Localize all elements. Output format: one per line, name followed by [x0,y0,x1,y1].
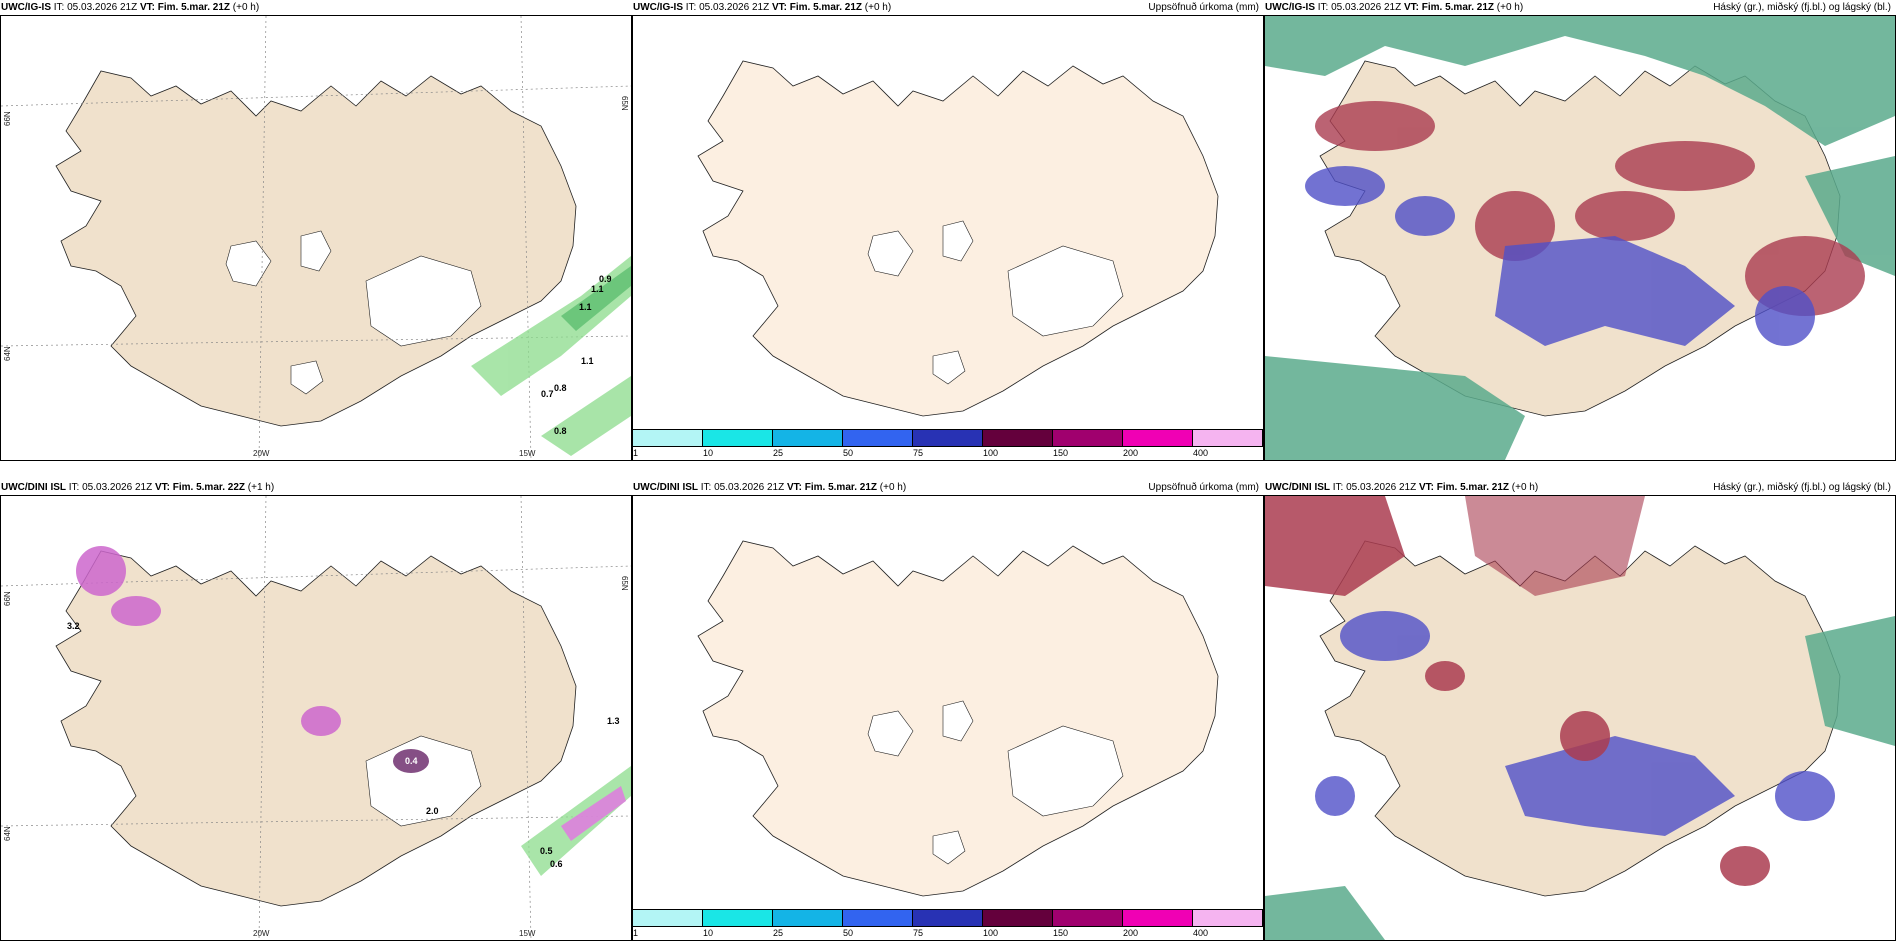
colorbar [633,909,1263,927]
colorbar-seg [983,910,1053,926]
panel-title: Háský (gr.), miðský (fj.bl.) og lágský (… [1713,2,1891,13]
panel-title: Háský (gr.), miðský (fj.bl.) og lágský (… [1713,482,1891,493]
lon-label-20w: 20W [253,929,270,938]
lon-label-15w: 15W [519,929,536,938]
colorbar-seg [633,430,703,446]
colorbar-seg [773,430,843,446]
lat-label-66n: 66N [3,591,12,606]
value-label: 0.9 [599,274,612,284]
panel-header: UWC/IG-IS IT: 05.03.2026 21Z VT: Fim. 5.… [1,2,260,13]
colorbar-seg [633,910,703,926]
lat-label-64n: 64N [3,346,12,361]
panel-title: Uppsöfnuð úrkoma (mm) [1148,2,1259,13]
precip-map [697,540,1219,897]
mid-clouds [1425,661,1770,886]
lat-label-65n: 65N [620,576,629,591]
colorbar-labels: 1 10 25 50 75 100 150 200 400 [633,928,1209,938]
colorbar-seg [843,430,913,446]
precip-patches [76,546,631,876]
mid-clouds [1315,101,1865,316]
wind-map [1,16,631,460]
lon-label-15w: 15W [519,449,536,458]
cloud-map [1265,496,1895,940]
panel-header: UWC/DINI ISL IT: 05.03.2026 21Z VT: Fim.… [1265,482,1539,493]
colorbar-seg [1053,910,1123,926]
panel-precip-igis: UWC/IG-IS IT: 05.03.2026 21Z VT: Fim. 5.… [632,2,1264,461]
panel-precip-dini: UWC/DINI ISL IT: 05.03.2026 21Z VT: Fim.… [632,482,1264,941]
colorbar-seg [773,910,843,926]
panel-clouds-igis: UWC/IG-IS IT: 05.03.2026 21Z VT: Fim. 5.… [1264,2,1896,461]
colorbar-seg [1193,910,1263,926]
lat-label-66n: 66N [3,111,12,126]
map-area[interactable] [1265,16,1895,460]
value-label: 1.1 [591,284,604,294]
colorbar-seg [703,430,773,446]
colorbar-labels: 1 10 25 50 75 100 150 200 400 [633,448,1209,458]
map-area[interactable]: 66N 64N 65N 20W 15W 3.2 0.4 2.0 0.5 0.6 … [1,496,631,940]
value-label: 0.6 [550,859,563,869]
map-area[interactable]: 66N 64N 65N 20W 15W 0.9 1.1 1.1 1.1 0.8 … [1,16,631,460]
value-label: 0.8 [554,426,567,436]
low-clouds [1315,611,1835,836]
panel-wind-dini: UWC/DINI ISL IT: 05.03.2026 21Z VT: Fim.… [0,482,632,941]
panel-header: UWC/DINI ISL IT: 05.03.2026 21Z VT: Fim.… [1,482,275,493]
cloud-map [1265,16,1895,460]
panel-header: UWC/IG-IS IT: 05.03.2026 21Z VT: Fim. 5.… [633,2,892,13]
panel-title: Uppsöfnuð úrkoma (mm) [1148,482,1259,493]
value-label: 1.3 [607,716,620,726]
lat-label-64n: 64N [3,826,12,841]
panel-wind-igis: UWC/IG-IS IT: 05.03.2026 21Z VT: Fim. 5.… [0,2,632,461]
colorbar-seg [1123,430,1193,446]
colorbar-seg [703,910,773,926]
high-clouds [1265,496,1895,940]
value-label: 0.5 [540,846,553,856]
colorbar-seg [1053,430,1123,446]
glaciers [225,230,482,395]
colorbar-seg [913,910,983,926]
high-clouds [1265,16,1895,460]
lon-label-20w: 20W [253,449,270,458]
map-area[interactable]: 1 10 25 50 75 100 150 200 400 [633,496,1263,940]
colorbar [633,429,1263,447]
map-area[interactable] [1265,496,1895,940]
colorbar-seg [913,430,983,446]
value-label: 3.2 [67,621,80,631]
value-label: 1.1 [579,302,592,312]
low-clouds [1305,166,1815,346]
value-label: 0.7 [541,389,554,399]
panel-clouds-dini: UWC/DINI ISL IT: 05.03.2026 21Z VT: Fim.… [1264,482,1896,941]
value-label: 0.4 [405,756,418,766]
wind-map [1,496,631,940]
value-label: 0.8 [554,383,567,393]
lat-label-65n: 65N [620,96,629,111]
colorbar-seg [1123,910,1193,926]
precip-patches [471,256,631,456]
precip-map [697,60,1219,417]
panel-header: UWC/IG-IS IT: 05.03.2026 21Z VT: Fim. 5.… [1265,2,1524,13]
colorbar-seg [843,910,913,926]
colorbar-seg [1193,430,1263,446]
value-label: 2.0 [426,806,439,816]
colorbar-seg [983,430,1053,446]
panel-header: UWC/DINI ISL IT: 05.03.2026 21Z VT: Fim.… [633,482,907,493]
value-label: 1.1 [581,356,594,366]
map-area[interactable]: 1 10 25 50 75 100 150 200 400 [633,16,1263,460]
